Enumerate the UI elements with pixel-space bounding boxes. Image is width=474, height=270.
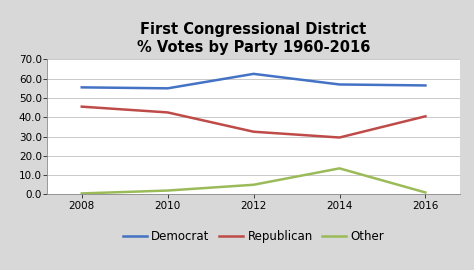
Other (337, 167, 342, 170)
Legend: Democrat, Republican, Other: Democrat, Republican, Other (123, 230, 384, 243)
Other (165, 189, 171, 192)
Republican (251, 130, 256, 133)
Line: Republican: Republican (82, 107, 426, 137)
Democrat (165, 87, 171, 90)
Democrat (337, 83, 342, 86)
Other (79, 192, 84, 195)
Line: Democrat: Democrat (82, 74, 426, 88)
Republican (165, 111, 171, 114)
Democrat (79, 86, 84, 89)
Other (251, 183, 256, 186)
Other (423, 191, 428, 194)
Democrat (423, 84, 428, 87)
Republican (79, 105, 84, 108)
Democrat (251, 72, 256, 76)
Republican (423, 115, 428, 118)
Line: Other: Other (82, 168, 426, 193)
Republican (337, 136, 342, 139)
Title: First Congressional District
% Votes by Party 1960-2016: First Congressional District % Votes by … (137, 22, 370, 55)
